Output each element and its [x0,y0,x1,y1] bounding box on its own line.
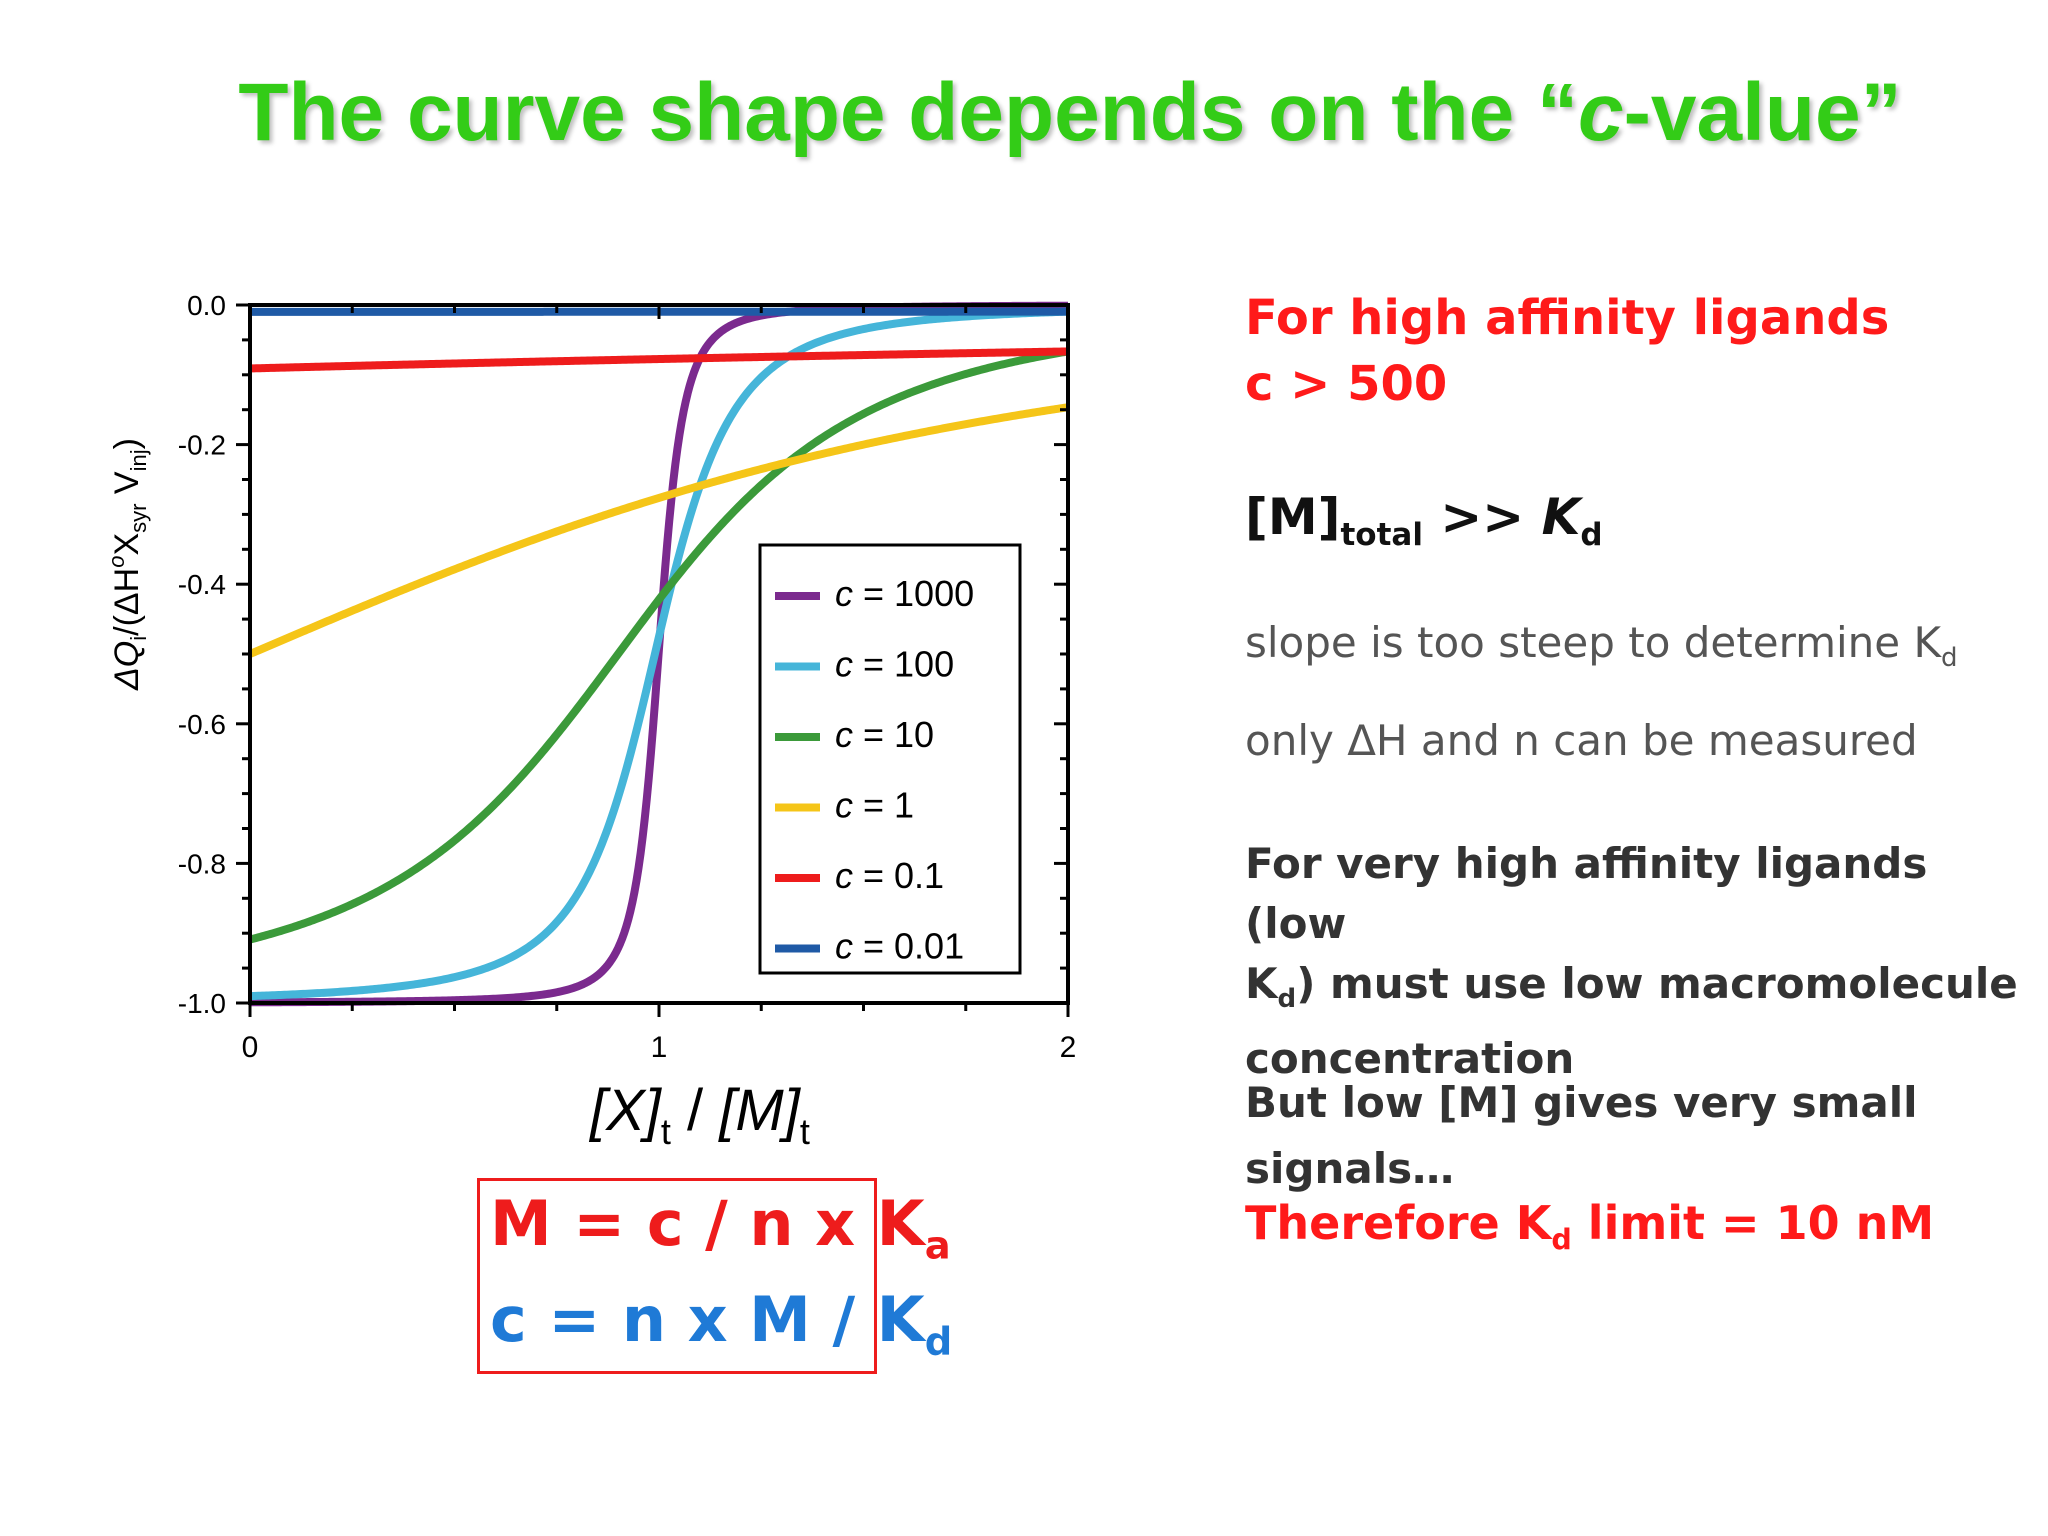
legend-label: c = 100 [835,644,954,685]
legend-frame [758,543,1022,975]
y-tick-label: -1.0 [178,988,226,1019]
legend-label: c = 1000 [835,573,974,614]
legend-label: c = 0.1 [835,855,944,896]
slide-title: The curve shape depends on the “c-value” [0,66,2048,160]
title-text-italic: c [1578,67,1624,158]
legend-items: c = 1000 c = 100 c = 10 c = 1 c = 0.1 c = 0.0… [775,573,974,967]
title-text-post: -value” [1623,67,1902,158]
formula-c-line: c = n x M / Kd [490,1283,953,1365]
y-tick-label: -0.8 [178,848,226,879]
kd-limit-text: Therefore Kd limit = 10 nM [1245,1196,1935,1256]
formula-m-line: M = c / n x Ka [490,1187,951,1269]
x-axis-label: [X]t / [M]t [588,1078,810,1152]
legend-label: c = 0.01 [835,926,964,967]
c-threshold: c > 500 [1245,356,1448,412]
x-tick-labels: 0 1 2 [242,1031,1077,1064]
y-tick-label: -0.6 [178,709,226,740]
x-tick-label: 0 [242,1031,259,1064]
only-measured-text: only ΔH and n can be measured [1245,716,1918,765]
slope-text: slope is too steep to determine Kd [1245,618,1958,674]
y-tick-labels: 0.0 -0.2 -0.4 -0.6 -0.8 -1.0 [178,290,226,1019]
legend: c = 1000 c = 100 c = 10 c = 1 c = 0.1 c = 0.0… [758,543,1022,975]
y-axis-label: ΔQi/(ΔHoXsyr Vinj) [104,438,151,691]
legend-label: c = 10 [835,714,934,755]
mtotal-condition: [M]total >> Kd [1245,488,1603,553]
low-m-text: But low [M] gives very small signals… [1245,1078,1918,1193]
very-high-affinity-text: For very high affinity ligands (low Kd) … [1245,839,2018,1084]
title-text-pre: The curve shape depends on the “ [238,67,1579,158]
y-tick-label: -0.4 [178,569,226,600]
series-line-4 [248,347,1070,373]
x-tick-label: 2 [1060,1031,1077,1064]
high-affinity-heading: For high affinity ligands [1245,290,1890,346]
x-tick-label: 1 [651,1031,668,1064]
series-line-1 [248,307,1070,1001]
formula-box: M = c / n x Ka c = n x M / Kd [477,1178,952,1374]
legend-label: c = 1 [835,785,914,826]
y-tick-label: 0.0 [187,290,226,321]
y-tick-label: -0.2 [178,430,226,461]
series-line-2 [248,347,1070,944]
ticks-layer [236,303,1070,1017]
series-line-3 [248,403,1070,658]
